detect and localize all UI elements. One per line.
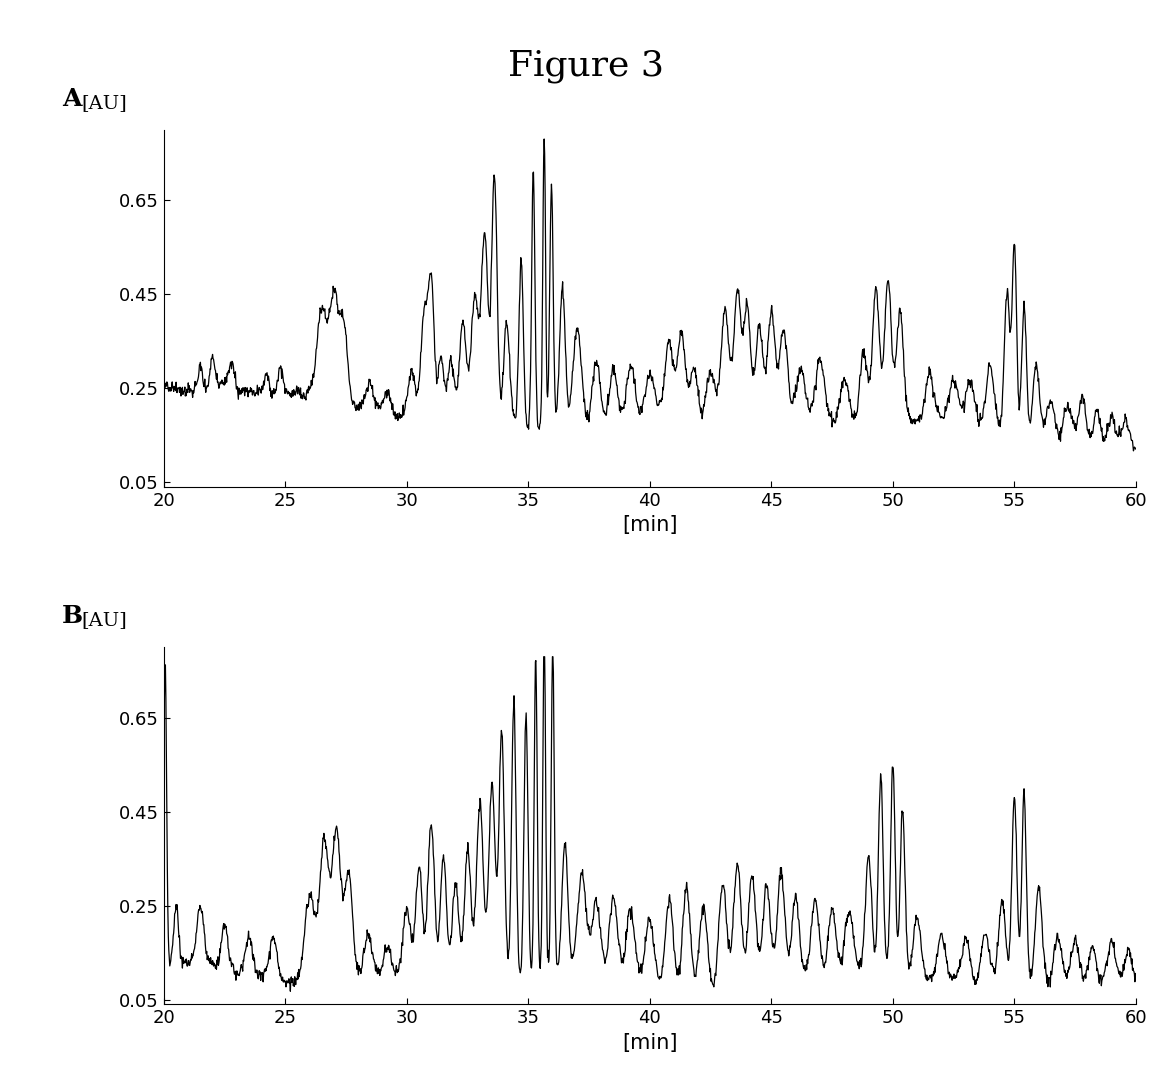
Text: A: A — [62, 86, 82, 111]
Text: [AU]: [AU] — [81, 611, 128, 630]
Text: B: B — [62, 605, 83, 629]
X-axis label: [min]: [min] — [622, 515, 678, 535]
Text: [AU]: [AU] — [81, 94, 128, 111]
Text: Figure 3: Figure 3 — [507, 49, 664, 82]
X-axis label: [min]: [min] — [622, 1032, 678, 1053]
